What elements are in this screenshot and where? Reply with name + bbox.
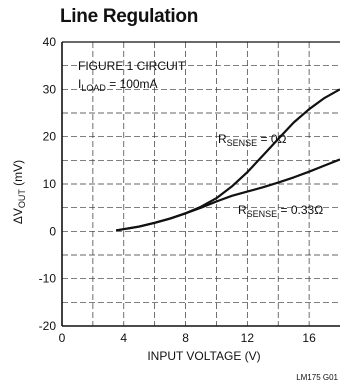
series-label-rsense-0: RSENSE = 0Ω bbox=[218, 132, 287, 148]
y-tick-label: -10 bbox=[39, 272, 57, 286]
y-tick-label: 40 bbox=[43, 35, 57, 49]
x-axis-ticks: 0 4 8 12 16 bbox=[59, 331, 316, 345]
series-group bbox=[115, 88, 340, 232]
y-tick-label: 20 bbox=[43, 130, 57, 144]
x-tick-label: 4 bbox=[120, 331, 127, 345]
series-label-rsense-033: RSENSE = 0.33Ω bbox=[238, 203, 323, 219]
series-line-rsense-033 bbox=[115, 158, 340, 232]
x-tick-label: 0 bbox=[59, 331, 66, 345]
x-tick-label: 12 bbox=[241, 331, 255, 345]
x-tick-label: 8 bbox=[182, 331, 189, 345]
y-axis-ticks: -20 -10 0 10 20 30 40 bbox=[39, 35, 57, 333]
x-tick-label: 16 bbox=[302, 331, 316, 345]
annotation-circuit: FIGURE 1 CIRCUIT bbox=[78, 59, 186, 73]
y-tick-label: -20 bbox=[39, 319, 57, 333]
plot-frame bbox=[61, 41, 340, 327]
annotation-load: ILOAD = 100mA bbox=[78, 77, 158, 93]
y-tick-label: 10 bbox=[43, 177, 57, 191]
y-tick-label: 0 bbox=[49, 224, 56, 238]
chart-title: Line Regulation bbox=[60, 6, 199, 27]
y-axis-label: ΔVOUT (mV) bbox=[11, 160, 27, 224]
y-tick-label: 30 bbox=[43, 82, 57, 96]
x-axis-label: INPUT VOLTAGE (V) bbox=[147, 349, 260, 363]
figure-footnote: LM175 G01 bbox=[296, 373, 338, 382]
